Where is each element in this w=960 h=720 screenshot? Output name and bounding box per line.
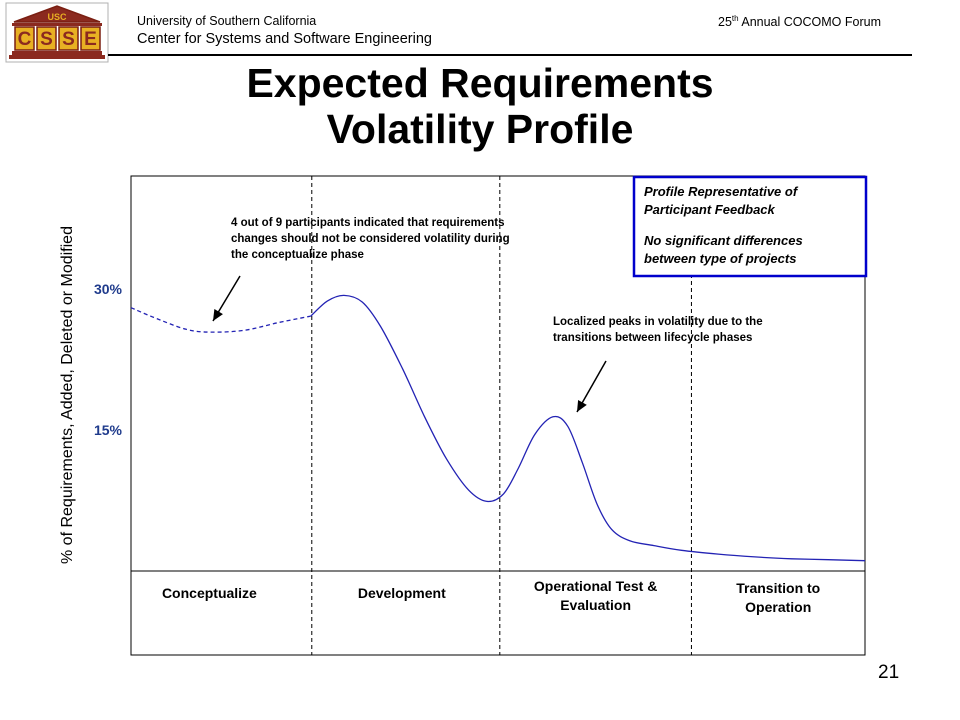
annotation-arrow-2-head: [577, 399, 587, 412]
header-divider: [108, 54, 912, 56]
logo-tile: [14, 26, 35, 51]
volatility-line-dashed: [130, 307, 311, 333]
annotation-peaks: Localized peaks in volatility due to the…: [553, 316, 763, 344]
slide-title: Expected Requirements Volatility Profile: [120, 60, 840, 152]
university-name: University of Southern California: [137, 14, 317, 28]
slide-title-line-1: Expected Requirements: [246, 60, 714, 106]
page-number: 21: [878, 662, 900, 683]
logo-letter: E: [84, 29, 97, 50]
forum-ordinal: 25: [718, 15, 732, 30]
y-axis-label: % of Requirements, Added, Deleted or Mod…: [59, 226, 76, 564]
phase-label: Transition to Operation: [736, 580, 820, 615]
y-tick-label: 15%: [94, 422, 123, 438]
logo-letter: S: [40, 29, 53, 50]
logo-tile: [58, 26, 79, 51]
info-box-text-1: Profile Representative of Participant Fee…: [644, 184, 799, 217]
phase-label: Development: [358, 585, 446, 601]
annotation-conceptualize: 4 out of 9 participants indicated that r…: [231, 217, 510, 261]
logo-tile: [80, 26, 101, 51]
annotation-arrow-1-head: [213, 308, 223, 321]
info-box: [632, 175, 868, 278]
phase-label: Conceptualize: [162, 585, 257, 601]
logo-letter: C: [18, 29, 32, 50]
info-box-text-2: No significant differences between type o…: [644, 233, 803, 266]
forum-ordinal-suffix: th: [731, 14, 739, 23]
logo-pediment: [13, 5, 101, 23]
chart-frame: [130, 175, 866, 656]
logo-usc-text: USC: [47, 12, 67, 22]
center-name: Center for Systems and Software Engineer…: [137, 31, 432, 47]
slide-title-line-2: Volatility Profile: [326, 106, 634, 152]
y-tick-label: 30%: [94, 281, 123, 297]
forum-name: 25th Annual COCOMO Forum: [718, 14, 881, 29]
logo-letter: S: [62, 29, 75, 50]
volatility-line: [310, 294, 866, 562]
logo-tile: [36, 26, 57, 51]
forum-rest: Annual COCOMO Forum: [738, 15, 881, 30]
phase-label: Operational Test & Evaluation: [534, 578, 657, 613]
